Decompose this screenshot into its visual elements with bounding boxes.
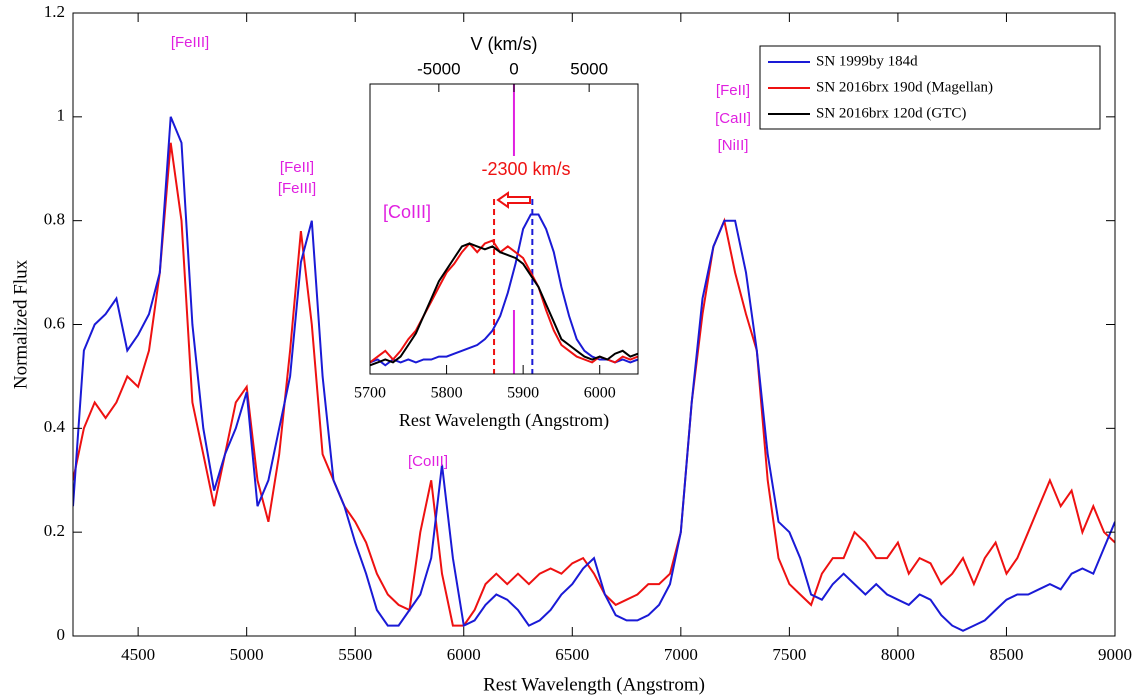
annotation: [CaII] bbox=[715, 110, 751, 127]
spectrum-line bbox=[370, 213, 638, 367]
x-tick-label: 6000 bbox=[447, 645, 481, 664]
y-tick-label: 0.2 bbox=[44, 521, 65, 540]
x-tick-label: 6000 bbox=[584, 385, 616, 402]
annotation: [CoIII] bbox=[408, 453, 448, 470]
spectrum-line bbox=[370, 239, 638, 364]
x-tick-label: 7000 bbox=[664, 645, 698, 664]
annotation: [FeIII] bbox=[278, 180, 316, 197]
spectrum-line bbox=[73, 116, 1115, 632]
y-tick-label: 0.4 bbox=[44, 417, 66, 436]
inset-background bbox=[370, 84, 638, 374]
x-tick-label: 6500 bbox=[555, 645, 589, 664]
x-tick-label: 8500 bbox=[989, 645, 1023, 664]
legend-label: SN 2016brx 120d (GTC) bbox=[816, 105, 966, 121]
x-tick-label: 5800 bbox=[431, 385, 463, 402]
annotation: [FeIII] bbox=[171, 34, 209, 51]
x-tick-label: 4500 bbox=[121, 645, 155, 664]
annotation: [CoIII] bbox=[383, 202, 431, 222]
x2-tick-label: -5000 bbox=[417, 59, 460, 78]
x2-tick-label: 0 bbox=[509, 59, 518, 78]
legend-label: SN 1999by 184d bbox=[816, 53, 918, 69]
y-tick-label: 1.2 bbox=[44, 2, 65, 21]
x-tick-label: 5900 bbox=[507, 385, 539, 402]
spectrum-line bbox=[370, 242, 638, 367]
legend-label: SN 2016brx 190d (Magellan) bbox=[816, 79, 993, 95]
plot-frame bbox=[369, 83, 639, 375]
x2-tick-label: 5000 bbox=[570, 59, 608, 78]
x-tick-label: 8000 bbox=[881, 645, 915, 664]
x-tick-label: 9000 bbox=[1098, 645, 1132, 664]
y-tick-label: 0.8 bbox=[44, 210, 65, 229]
y-tick-label: 0 bbox=[57, 625, 66, 644]
legend-box bbox=[759, 45, 1101, 130]
annotation: [FeII] bbox=[280, 159, 314, 176]
velocity-arrow bbox=[496, 191, 531, 209]
spectrum-line bbox=[73, 142, 1115, 627]
y-axis-title: Normalized Flux bbox=[10, 259, 31, 389]
y-tick-label: 0.6 bbox=[44, 313, 65, 332]
x-axis-title: Rest Wavelength (Angstrom) bbox=[483, 674, 705, 695]
x-axis-title: Rest Wavelength (Angstrom) bbox=[399, 410, 609, 431]
x-tick-label: 5000 bbox=[230, 645, 264, 664]
x-tick-label: 5500 bbox=[338, 645, 372, 664]
x-tick-label: 7500 bbox=[772, 645, 806, 664]
x-tick-label: 5700 bbox=[354, 385, 386, 402]
y-tick-label: 1 bbox=[57, 106, 66, 125]
annotation: -2300 km/s bbox=[481, 159, 570, 179]
annotation: [NiII] bbox=[718, 137, 749, 154]
annotation: [FeII] bbox=[716, 82, 750, 99]
x2-axis-title: V (km/s) bbox=[471, 34, 538, 54]
